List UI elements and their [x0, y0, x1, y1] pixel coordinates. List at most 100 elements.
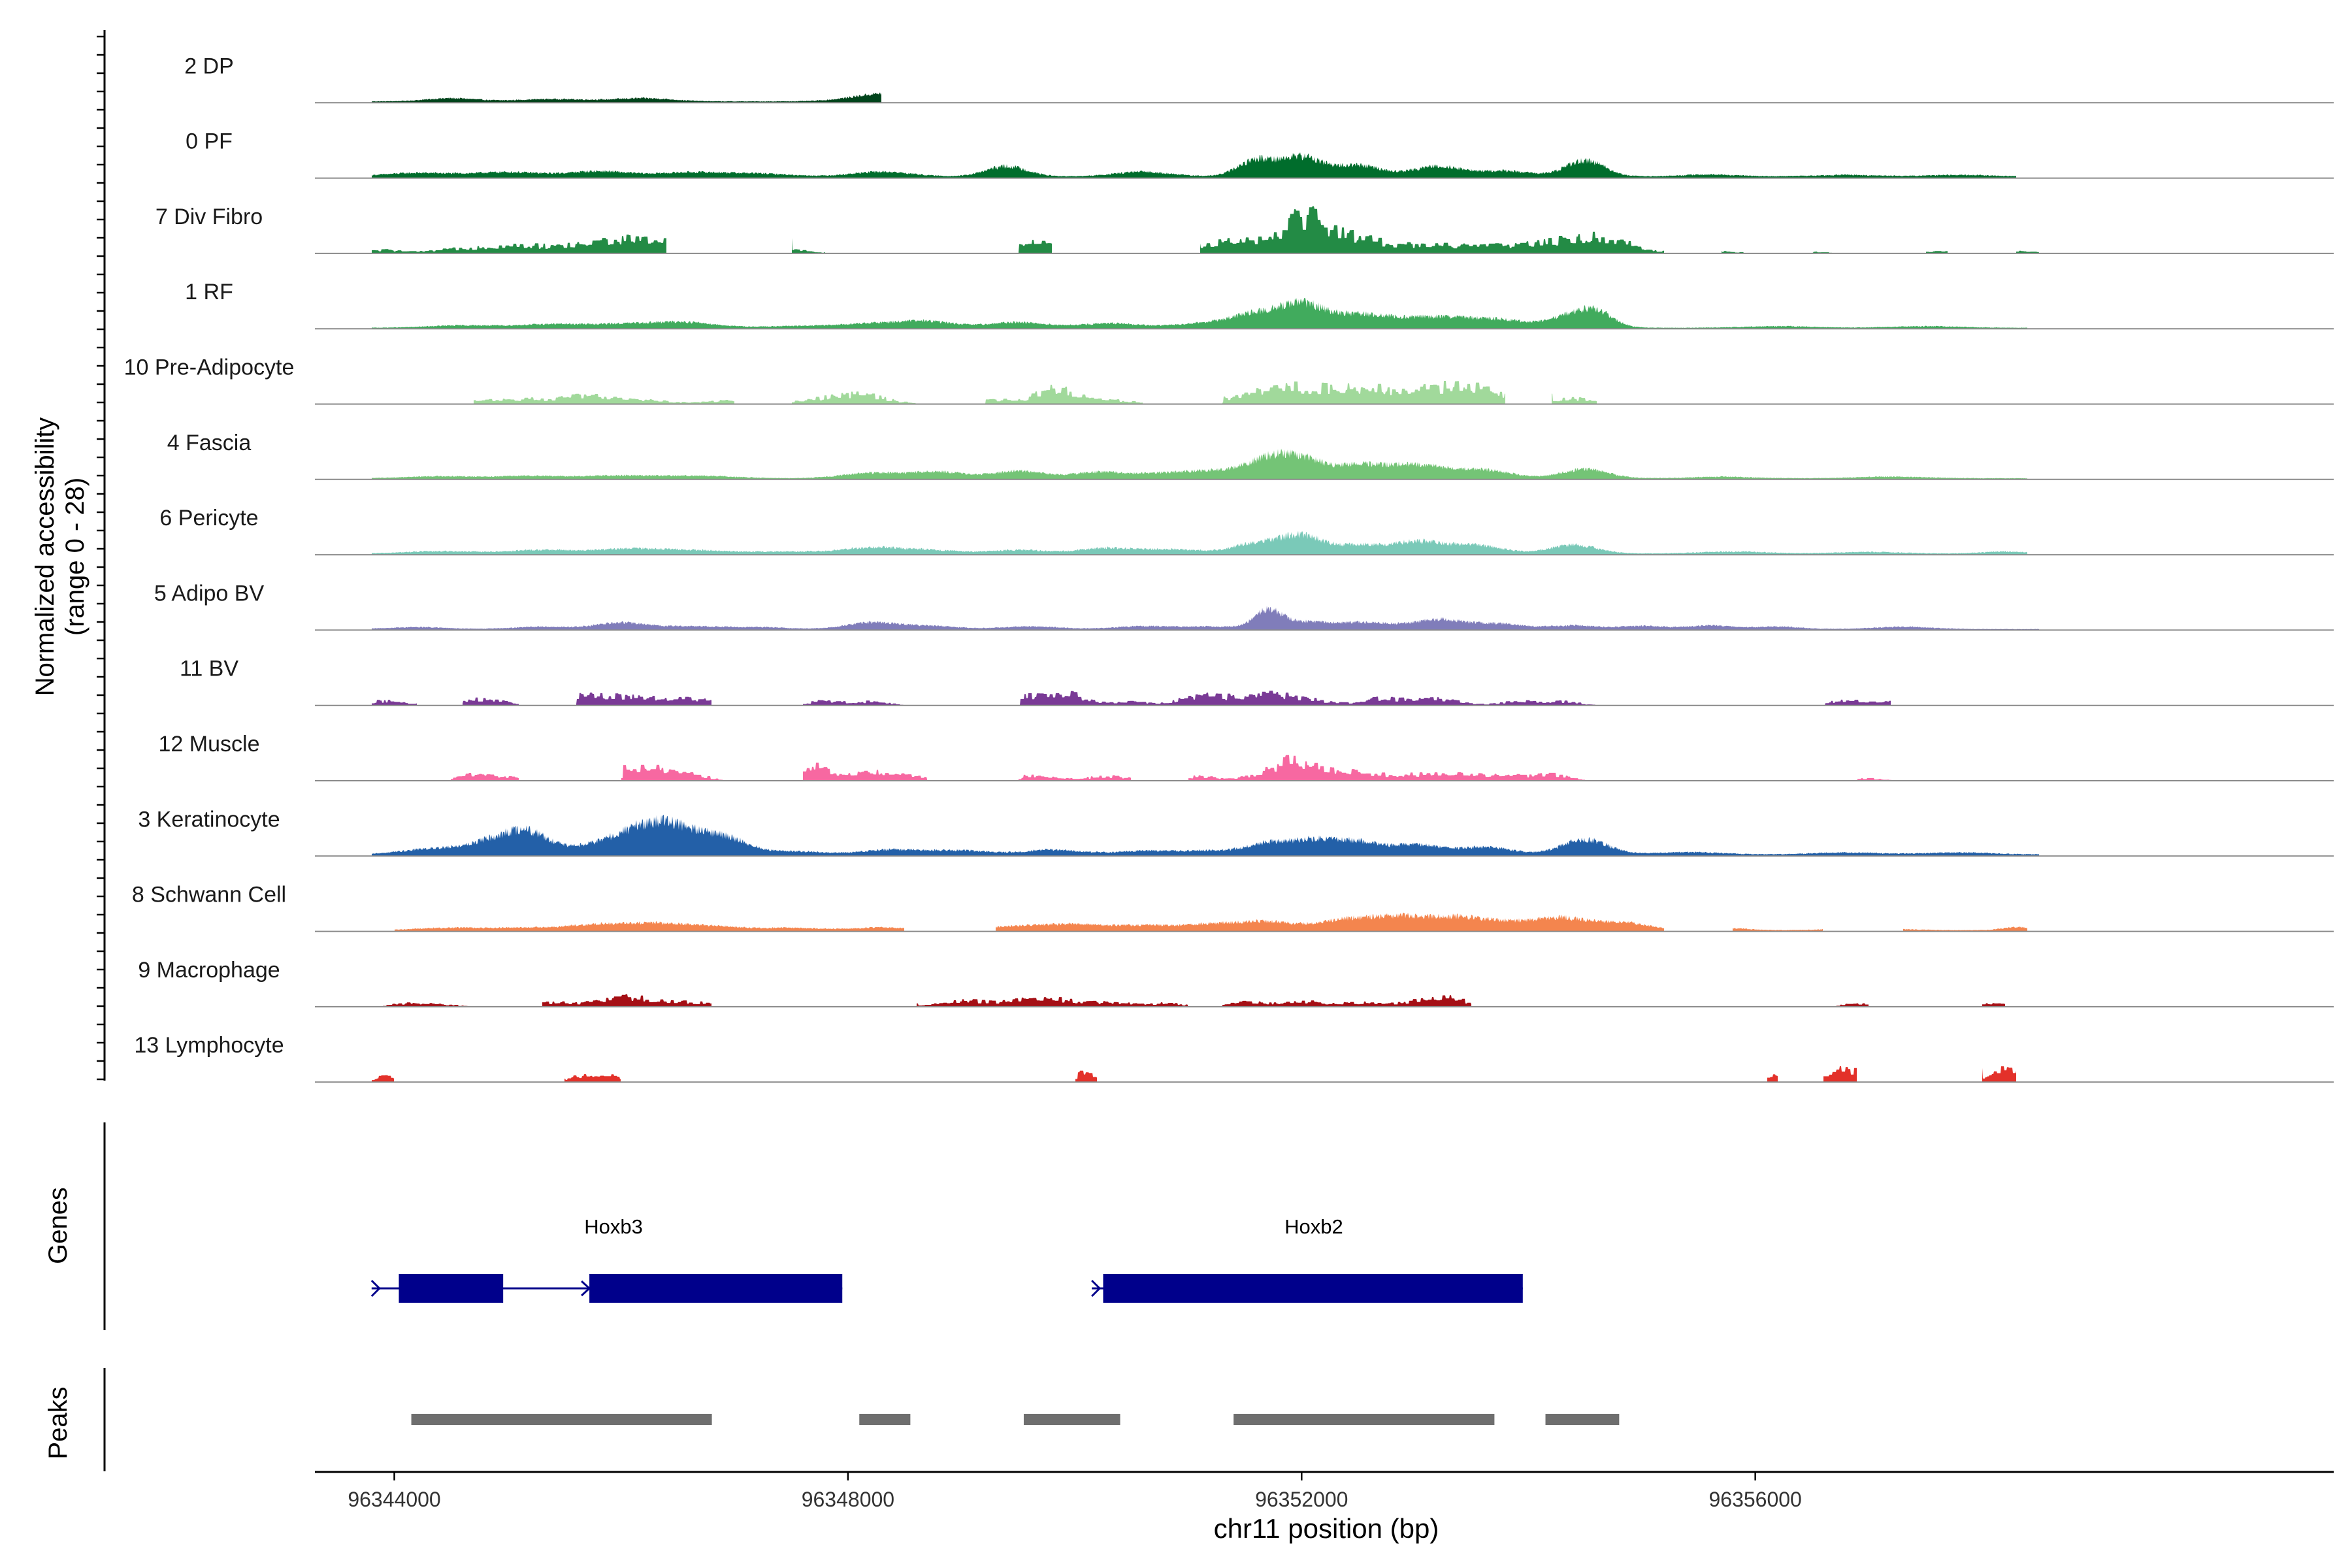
coverage-area [383, 1002, 474, 1007]
peaks-track-title: Peaks [44, 1386, 73, 1459]
track-1-rf: 1 RF [185, 280, 2334, 330]
coverage-area [621, 764, 723, 781]
coverage-area [372, 1075, 394, 1083]
track-label: 2 DP [184, 54, 234, 78]
track-label: 3 Keratinocyte [138, 807, 280, 832]
coverage-area [1200, 206, 1664, 253]
track-label: 9 Macrophage [138, 958, 280, 983]
coverage-area [1823, 1066, 1857, 1083]
gene-exon [399, 1274, 504, 1303]
coverage-area [576, 693, 711, 706]
coverage-area [395, 921, 904, 932]
coverage-area [372, 235, 666, 253]
coverage-area [1733, 928, 1823, 932]
strand-arrow [1091, 1279, 1102, 1298]
x-axis: 96344000 96348000 96352000 96356000 [315, 1471, 2334, 1511]
coverage-area [792, 391, 950, 404]
coverage-area [2016, 250, 2039, 253]
coverage-area [1857, 777, 1914, 781]
peak-region [411, 1414, 712, 1425]
track-9-macrophage: 9 Macrophage [138, 958, 2334, 1007]
peak-region [1545, 1414, 1620, 1425]
coverage-area [1019, 240, 1052, 253]
coverage-area [1222, 995, 1471, 1007]
coverage-area [1552, 393, 1597, 404]
coverage-area [372, 606, 2039, 630]
track-label: 11 BV [180, 657, 238, 681]
coverage-area [1019, 691, 1607, 706]
coverage-area [1722, 250, 1744, 253]
x-tick-label: 96344000 [348, 1488, 440, 1511]
coverage-area [985, 384, 1143, 404]
track-7-div-fibro: 7 Div Fibro [155, 204, 2334, 254]
coverage-area [474, 393, 734, 404]
strand-arrow [581, 1280, 591, 1297]
gene-track: Hoxb3 Hoxb2 [103, 1122, 1523, 1330]
coverage-area [1222, 381, 1505, 404]
coverage-area [1982, 1066, 2016, 1083]
coverage-area [564, 1074, 621, 1083]
coverage-area [803, 700, 916, 706]
y-axis-range: (range 0 - 28) [61, 478, 90, 636]
accessibility-tracks: 2 DP 0 PF 7 Div Fibro 1 RF 10 Pre-Adipocyte 4… [97, 30, 2334, 1083]
track-label: 13 Lymphocyte [134, 1033, 284, 1058]
gene-exon [589, 1274, 843, 1303]
track-label: 4 Fascia [167, 431, 252, 455]
coverage-area [372, 815, 2039, 857]
coverage-area [1823, 699, 1891, 706]
coverage-area [463, 697, 519, 706]
x-tick-label: 96352000 [1255, 1488, 1348, 1511]
track-label: 5 Adipo BV [154, 581, 265, 606]
peak-region [859, 1414, 911, 1425]
track-4-fascia: 4 Fascia [167, 431, 2334, 480]
gene-hoxb3: Hoxb3 [370, 1215, 843, 1303]
coverage-area [996, 912, 1664, 932]
x-tick-label: 96356000 [1708, 1488, 1801, 1511]
coverage-area [1019, 774, 1131, 781]
coverage-area [1075, 1070, 1097, 1083]
coverage-area [542, 994, 711, 1007]
gene-exon [1103, 1274, 1523, 1303]
track-5-adipo-bv: 5 Adipo BV [154, 581, 2334, 631]
coverage-area [917, 997, 1188, 1007]
coverage-area [372, 92, 881, 103]
peak-region [1023, 1414, 1120, 1425]
track-label: 0 PF [186, 129, 233, 154]
coverage-area [792, 238, 825, 253]
x-tick-label: 96348000 [802, 1488, 894, 1511]
coverage-area [1835, 1003, 1869, 1007]
gene-name-label: Hoxb2 [1284, 1215, 1343, 1238]
coverage-area [372, 448, 2027, 480]
peaks-track [103, 1368, 1620, 1471]
track-13-lymphocyte: 13 Lymphocyte [134, 1033, 2334, 1083]
coverage-area [372, 700, 417, 706]
gene-name-label: Hoxb3 [584, 1215, 643, 1238]
strand-arrow [370, 1279, 381, 1298]
track-0-pf: 0 PF [186, 129, 2334, 179]
track-11-bv: 11 BV [180, 657, 2334, 706]
track-6-pericyte: 6 Pericyte [159, 506, 2334, 556]
track-12-muscle: 12 Muscle [159, 732, 2334, 781]
coverage-area [1767, 1074, 1778, 1083]
track-label: 6 Pericyte [159, 506, 258, 531]
track-label: 12 Muscle [159, 732, 260, 757]
track-label: 10 Pre-Adipocyte [124, 355, 295, 380]
track-label: 1 RF [185, 280, 233, 304]
coverage-area [372, 297, 2027, 329]
coverage-area [803, 762, 927, 781]
track-3-keratinocyte: 3 Keratinocyte [138, 807, 2334, 857]
peak-region [1233, 1414, 1495, 1425]
coverage-area [372, 531, 2027, 555]
coverage-area [1903, 926, 2027, 932]
coverage-area [372, 152, 2016, 178]
coverage-area [451, 773, 519, 781]
track-2-dp: 2 DP [184, 54, 2334, 104]
track-10-pre-adipocyte: 10 Pre-Adipocyte [124, 355, 2334, 405]
x-axis-title: chr11 position (bp) [1214, 1513, 1439, 1544]
y-axis-title: Normalized accessibility [31, 417, 59, 696]
coverage-area [1982, 1003, 2005, 1007]
track-label: 8 Schwann Cell [132, 883, 286, 907]
coverage-area [1188, 755, 1585, 781]
track-8-schwann-cell: 8 Schwann Cell [132, 883, 2334, 932]
